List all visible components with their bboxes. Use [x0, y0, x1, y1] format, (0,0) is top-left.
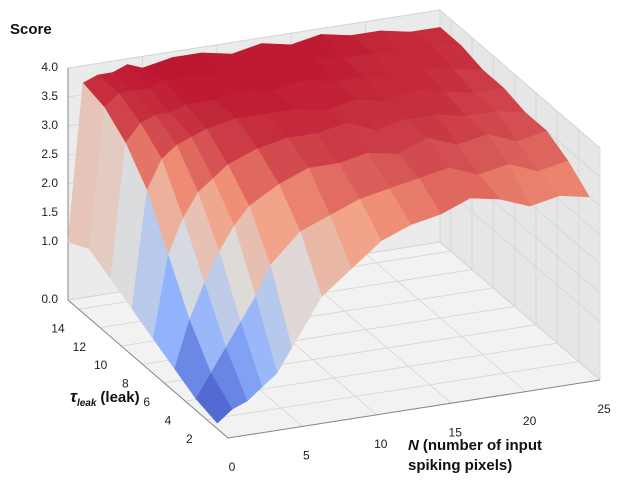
x-tick-label: 10 — [374, 437, 388, 451]
surface-patch — [195, 372, 233, 424]
z-tick-label: 2.5 — [41, 147, 58, 161]
grid-line — [67, 9, 601, 149]
x-tick-label: 15 — [449, 425, 463, 439]
x-axis-symbol: N — [408, 437, 420, 454]
x-tick-label: 5 — [303, 449, 310, 463]
x-tick-label: 25 — [597, 402, 611, 416]
x-tick-label: 20 — [523, 414, 537, 428]
x-axis-line: spiking pixels) — [408, 457, 512, 474]
y-tick-label: 4 — [165, 413, 172, 427]
y-axis-text: (leak) — [100, 389, 139, 406]
z-tick-label: 1.5 — [41, 205, 58, 219]
surface — [67, 27, 590, 424]
y-axis-subscript: leak — [77, 398, 97, 409]
x-axis-line — [227, 379, 601, 439]
y-tick-label: 12 — [73, 340, 87, 354]
z-tick-label: 4.0 — [41, 60, 58, 74]
y-tick-label: 2 — [186, 432, 193, 446]
z-tick-label: 3.0 — [41, 118, 58, 132]
x-axis-title: N (number of input — [408, 437, 542, 454]
x-axis-line: (number of input — [423, 437, 542, 454]
y-axis-line — [67, 299, 229, 439]
y-axis-title: τleak (leak) — [70, 387, 140, 408]
z-tick-label: 0.0 — [41, 292, 58, 306]
x-tick-label: 0 — [229, 460, 236, 474]
z-tick-label: 2.0 — [41, 176, 58, 190]
y-tick-label: 6 — [143, 395, 150, 409]
y-tick-label: 14 — [51, 321, 65, 335]
z-axis-title: Score — [10, 21, 52, 38]
y-axis-symbol: τ — [70, 387, 78, 406]
z-tick-label: 1.0 — [41, 234, 58, 248]
y-tick-label: 8 — [122, 377, 129, 391]
tick-labels: 0 5 10 15 20 25 24 68 10 12 14 0.0 1.0 1.5 2.0 2.5 3.0 3.… — [41, 60, 611, 474]
z-tick-label: 3.5 — [41, 89, 58, 103]
y-tick-label: 10 — [94, 358, 108, 372]
